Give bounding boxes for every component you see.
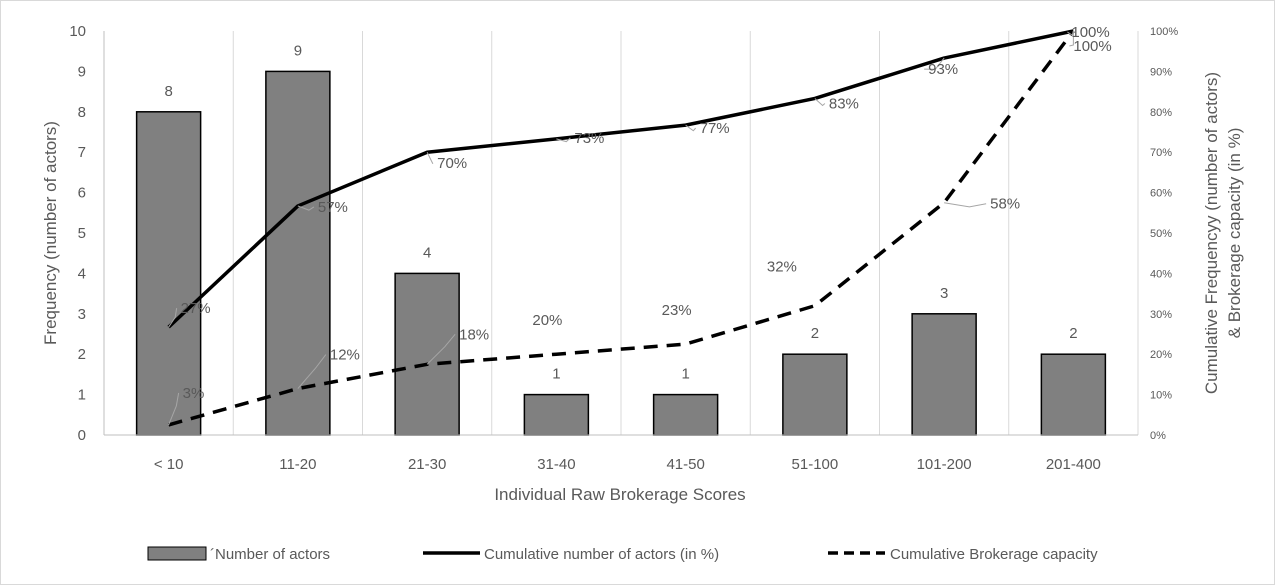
y-tick-label: 2 — [78, 346, 86, 363]
leader-line — [944, 202, 987, 208]
y2-tick-label: 40% — [1150, 268, 1172, 280]
y-tick-label: 5 — [78, 225, 86, 242]
bar — [652, 393, 719, 436]
leader-line — [685, 124, 696, 132]
bar-label: 1 — [552, 366, 560, 383]
bar-label: 2 — [811, 325, 819, 342]
bar — [394, 272, 460, 436]
y2-tick-label: 30% — [1150, 309, 1172, 321]
y-tick-label: 3 — [78, 306, 86, 323]
line-data-label: 57% — [318, 199, 348, 216]
line-data-label: 70% — [437, 155, 467, 172]
bar-label: 4 — [423, 244, 431, 261]
bar-label: 9 — [294, 42, 302, 59]
y2-tick-label: 90% — [1150, 66, 1172, 78]
line-data-label: 20% — [532, 312, 562, 329]
line-data-label: 77% — [700, 120, 730, 137]
line-data-labels: 27% 57% 70% 73% 77% 83% 93% 100% 3% 12% 18% 20% 23% 3… — [181, 24, 1112, 402]
leader-line — [814, 98, 826, 107]
y-tick-label: 7 — [78, 144, 86, 161]
bar-label: 3 — [940, 285, 948, 302]
x-tick-label: 51-100 — [792, 456, 839, 473]
y2-tick-label: 50% — [1150, 228, 1172, 240]
y-tick-label: 1 — [78, 387, 86, 404]
legend-label-bars: ´Number of actors — [210, 546, 330, 563]
bar — [1040, 353, 1107, 436]
line-series — [167, 29, 1075, 427]
line-data-label: 100% — [1073, 38, 1111, 55]
x-tick-label: < 10 — [154, 456, 184, 473]
y-axis-ticks: 0 1 2 3 4 5 6 7 8 9 10 — [69, 23, 86, 444]
y2-tick-label: 10% — [1150, 390, 1172, 402]
x-axis-ticks: < 10 11-20 21-30 31-40 41-50 51-100 101-200 201… — [154, 456, 1101, 473]
line-data-label: 83% — [829, 95, 859, 112]
leader-line — [426, 333, 456, 365]
bar-label: 8 — [164, 83, 172, 100]
y2-tick-label: 70% — [1150, 147, 1172, 159]
leader-line — [556, 137, 571, 143]
y2-tick-label: 80% — [1150, 107, 1172, 119]
x-tick-label: 21-30 — [408, 456, 446, 473]
y2-axis-title-line2: & Brokerage capacity (in %) — [1225, 128, 1244, 339]
line-data-label: 58% — [990, 196, 1020, 213]
y2-axis-ticks: 0% 10% 20% 30% 40% 50% 60% 70% 80% 90% 100% — [1150, 26, 1178, 442]
leader-line — [924, 57, 945, 70]
legend-swatch-bars — [147, 546, 207, 561]
y-axis-title: Frequency (number of actors) — [41, 121, 60, 345]
leader-line — [168, 392, 180, 426]
y-tick-label: 0 — [78, 427, 86, 444]
x-tick-label: 201-400 — [1046, 456, 1101, 473]
line-data-label: 73% — [574, 130, 604, 147]
y2-tick-label: 100% — [1150, 26, 1178, 38]
bar — [523, 393, 590, 436]
leader-line — [297, 205, 315, 211]
line-data-label: 12% — [330, 347, 360, 364]
y-tick-label: 6 — [78, 185, 86, 202]
leader-line — [1069, 31, 1074, 47]
y-tick-label: 8 — [78, 104, 86, 121]
legend-label-solid: Cumulative number of actors (in %) — [484, 546, 719, 563]
y2-axis-title-line1: Cumulative Frequencyy (number of actors) — [1202, 72, 1221, 394]
y-tick-label: 4 — [78, 265, 86, 282]
line-data-label: 93% — [928, 61, 958, 78]
leader-line — [297, 354, 327, 389]
line-data-label: 18% — [459, 326, 489, 343]
bar — [265, 70, 331, 436]
bar — [911, 313, 977, 436]
cumulative-actors-line — [167, 29, 1074, 329]
leader-lines — [168, 30, 1074, 426]
line-data-label: 100% — [1071, 24, 1109, 41]
x-tick-label: 101-200 — [917, 456, 972, 473]
bar-data-labels: 8 9 4 1 1 2 3 2 — [164, 42, 1077, 382]
legend: ´Number of actors Cumulative number of a… — [147, 546, 1098, 563]
line-data-label: 32% — [767, 259, 797, 276]
y-tick-label: 10 — [69, 23, 86, 40]
x-tick-label: 11-20 — [279, 456, 316, 473]
y2-tick-label: 0% — [1150, 430, 1166, 442]
x-axis-title: Individual Raw Brokerage Scores — [494, 485, 745, 504]
legend-label-dashed: Cumulative Brokerage capacity — [890, 546, 1098, 563]
cumulative-brokerage-line — [168, 29, 1075, 427]
line-data-label: 23% — [662, 302, 692, 319]
line-data-label: 27% — [181, 300, 211, 317]
leader-line — [426, 151, 434, 165]
y2-tick-label: 60% — [1150, 188, 1172, 200]
bar-label: 1 — [681, 366, 689, 383]
leader-line — [168, 308, 178, 328]
bar-series — [135, 70, 1107, 436]
x-tick-label: 41-50 — [666, 456, 704, 473]
leader-line — [1067, 30, 1074, 36]
y-tick-label: 9 — [78, 63, 86, 80]
y2-tick-label: 20% — [1150, 349, 1172, 361]
line-data-label: 3% — [183, 385, 205, 402]
bar-label: 2 — [1069, 325, 1077, 342]
x-tick-label: 31-40 — [537, 456, 575, 473]
axes — [103, 31, 1138, 436]
bar — [782, 353, 848, 436]
gridlines — [232, 31, 1139, 435]
bar — [135, 111, 202, 436]
